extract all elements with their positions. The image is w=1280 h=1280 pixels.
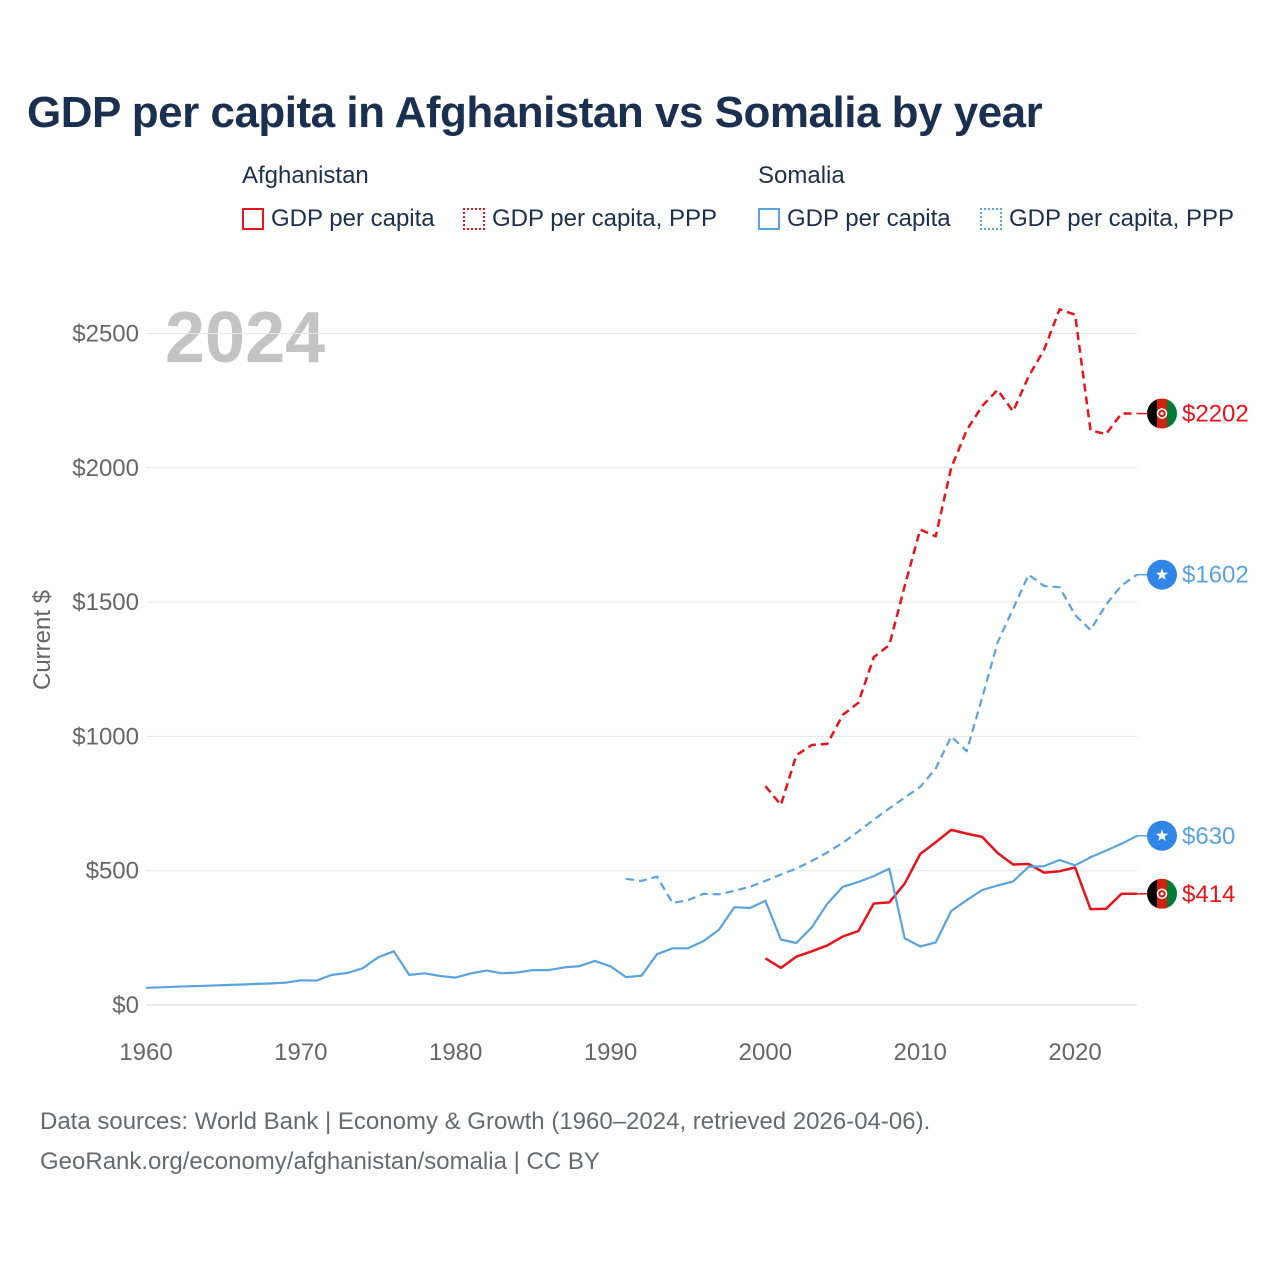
year-watermark: 2024 <box>165 298 325 378</box>
y-tick-label: $1500 <box>72 589 139 616</box>
x-tick-label: 2000 <box>739 1039 792 1066</box>
x-tick-label: 1990 <box>584 1039 637 1066</box>
y-tick-label: $1000 <box>72 723 139 750</box>
x-tick-label: 1980 <box>429 1039 482 1066</box>
legend-title-somalia: Somalia <box>758 162 845 189</box>
somalia-flag-icon <box>1147 820 1177 851</box>
somalia-flag-icon <box>1147 559 1177 590</box>
series-line-afghanistan-solid <box>764 828 1137 970</box>
afghanistan-flag-icon <box>1147 398 1177 429</box>
end-value-label: $414 <box>1182 881 1235 908</box>
x-tick-label: 2020 <box>1048 1039 1101 1066</box>
y-tick-label: $0 <box>112 992 139 1019</box>
legend-label: GDP per capita, PPP <box>492 205 717 232</box>
series-line-afghanistan-dashed <box>764 308 1137 807</box>
legend-afghanistan-gdp[interactable]: GDP per capita <box>242 204 435 234</box>
legend-somalia-gdp[interactable]: GDP per capita <box>758 204 951 234</box>
series-line-somalia-dashed <box>625 573 1138 905</box>
legend-swatch-afghanistan-solid <box>242 208 264 230</box>
legend-afghanistan-gdp-ppp[interactable]: GDP per capita, PPP <box>463 204 717 234</box>
x-tick-label: 2010 <box>894 1039 947 1066</box>
legend-title-afghanistan: Afghanistan <box>242 162 369 189</box>
data-source: Data sources: World Bank | Economy & Gro… <box>40 1108 931 1135</box>
y-tick-label: $2000 <box>72 455 139 482</box>
afghanistan-flag-icon <box>1147 878 1177 909</box>
legend-swatch-afghanistan-dotted <box>463 208 485 230</box>
y-tick-label: $500 <box>86 858 139 885</box>
chart-title: GDP per capita in Afghanistan vs Somalia… <box>27 88 1043 137</box>
end-value-label: $1602 <box>1182 562 1249 589</box>
legend-label: GDP per capita <box>787 205 951 232</box>
legend-swatch-somalia-dotted <box>980 208 1002 230</box>
end-value-label: $2202 <box>1182 401 1249 428</box>
chart-plot: 2024 $0 $500 $1000 $1500 $2000 $2500 1960 1970 1… <box>29 298 1249 1066</box>
legend-label: GDP per capita, PPP <box>1009 205 1234 232</box>
series-line-somalia-solid <box>145 834 1138 989</box>
end-value-label: $630 <box>1182 823 1235 850</box>
legend-somalia-gdp-ppp[interactable]: GDP per capita, PPP <box>980 204 1234 234</box>
attribution: GeoRank.org/economy/afghanistan/somalia … <box>40 1148 600 1175</box>
x-tick-label: 1960 <box>119 1039 172 1066</box>
y-tick-label: $2500 <box>72 321 139 348</box>
x-tick-label: 1970 <box>274 1039 327 1066</box>
legend-swatch-somalia-solid <box>758 208 780 230</box>
y-axis-label: Current $ <box>29 590 56 690</box>
legend-label: GDP per capita <box>271 205 435 232</box>
